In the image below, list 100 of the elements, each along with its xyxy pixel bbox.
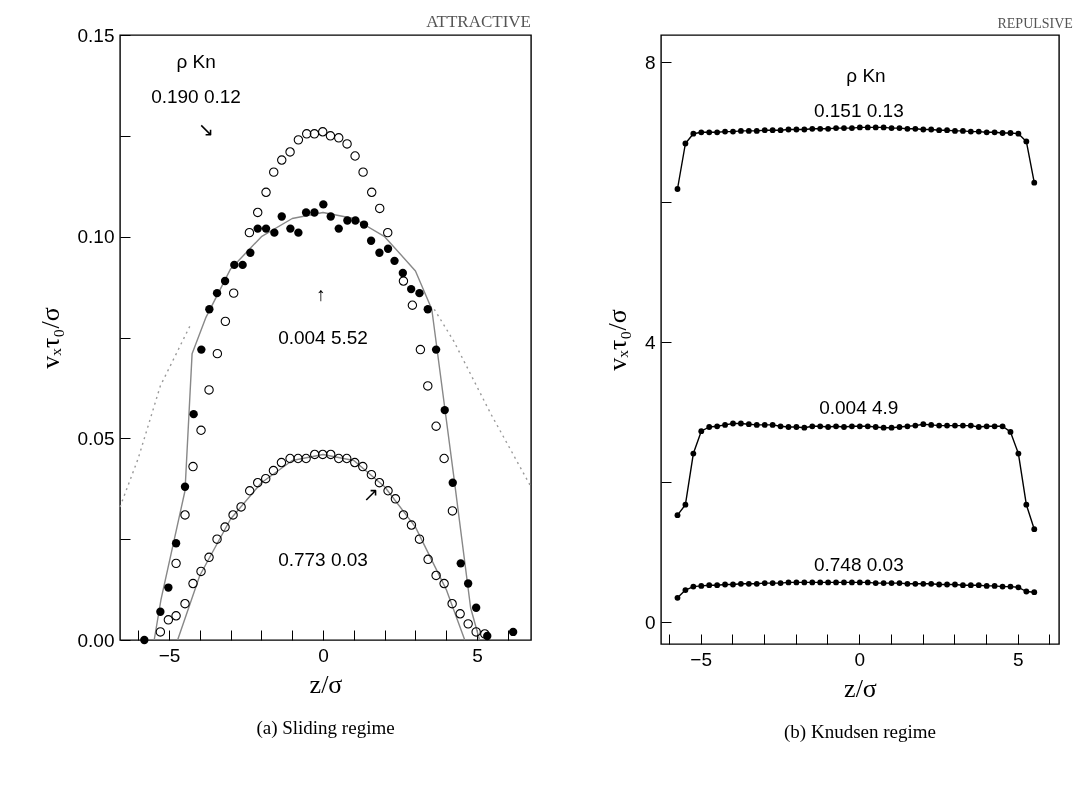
point (415, 344, 426, 355)
point (171, 611, 181, 621)
point (423, 381, 433, 391)
text: ATTRACTIVE (426, 11, 531, 31)
point (253, 224, 262, 233)
point (439, 453, 449, 464)
point (342, 453, 352, 464)
point (189, 409, 198, 419)
point (761, 580, 768, 587)
point (738, 127, 744, 134)
point (801, 579, 808, 586)
point (390, 494, 401, 504)
point (269, 167, 279, 177)
point (674, 512, 681, 519)
point (276, 457, 287, 468)
point (350, 151, 360, 161)
point (212, 348, 223, 359)
point (1023, 501, 1030, 508)
point (326, 449, 336, 460)
point (777, 127, 784, 134)
point (1007, 583, 1014, 590)
point (334, 133, 344, 143)
point (285, 147, 295, 157)
point (722, 128, 728, 135)
point (817, 579, 824, 586)
y-tick-label: 0.00 (77, 629, 115, 651)
point (872, 124, 879, 131)
point (310, 208, 319, 217)
point (358, 461, 368, 472)
point (268, 465, 279, 476)
point (309, 449, 320, 460)
y-axis-title: vₓτ₀/σ (602, 309, 632, 371)
y-tick-label: 8 (644, 51, 656, 73)
point (817, 125, 824, 132)
point (334, 224, 343, 233)
point (904, 580, 911, 587)
point (959, 127, 966, 134)
point (447, 598, 457, 609)
point (912, 422, 919, 429)
point (849, 125, 855, 132)
point (155, 627, 166, 637)
point (350, 457, 360, 468)
point (471, 627, 481, 637)
point (738, 580, 744, 587)
point (896, 424, 903, 430)
point (841, 579, 847, 586)
point (706, 582, 713, 589)
point (261, 187, 271, 198)
point (761, 127, 768, 134)
point (212, 288, 222, 298)
point (801, 126, 808, 133)
point (406, 284, 416, 294)
point (261, 473, 271, 484)
point (286, 224, 295, 233)
point (952, 422, 958, 429)
point (220, 276, 230, 286)
point (366, 236, 376, 245)
point (999, 423, 1006, 430)
point (1015, 450, 1022, 457)
point (423, 305, 432, 314)
point (180, 510, 190, 520)
point (730, 581, 736, 588)
point (277, 212, 286, 221)
point (730, 420, 736, 427)
point (912, 125, 919, 132)
point (293, 453, 303, 464)
point (228, 288, 239, 298)
point (205, 305, 214, 314)
point (833, 423, 839, 430)
point (841, 125, 847, 132)
point (431, 421, 441, 431)
point (220, 316, 231, 327)
point (872, 580, 879, 587)
annotation: 0.190 0.12 (151, 85, 241, 107)
point (920, 126, 927, 133)
point (358, 167, 368, 177)
point (706, 424, 713, 430)
point (920, 421, 927, 428)
point (880, 124, 887, 131)
y-axis-title: vₓτ₀/σ (35, 307, 65, 369)
point (841, 424, 847, 430)
point (180, 482, 190, 491)
point (244, 227, 255, 238)
point (398, 510, 409, 520)
annotation: 0.004 4.9 (819, 396, 899, 418)
point (471, 603, 481, 612)
point (343, 216, 352, 225)
point (383, 486, 393, 496)
point (440, 405, 449, 415)
point (888, 424, 895, 431)
point (769, 421, 776, 428)
point (983, 423, 990, 430)
point (171, 539, 181, 548)
point (164, 583, 173, 592)
point (317, 449, 328, 460)
point (856, 579, 863, 586)
point (959, 582, 966, 589)
point (456, 559, 465, 568)
point (674, 594, 681, 601)
point (325, 131, 336, 141)
